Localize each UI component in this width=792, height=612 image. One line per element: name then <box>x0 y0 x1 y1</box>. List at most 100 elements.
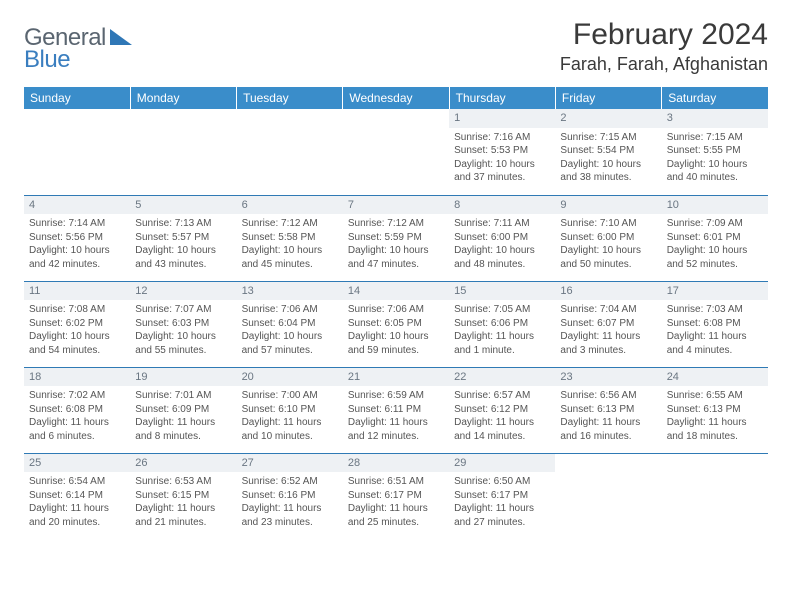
day-body: Sunrise: 7:14 AMSunset: 5:56 PMDaylight:… <box>29 217 125 271</box>
day-line-dl2: and 52 minutes. <box>667 258 763 272</box>
day-cell: 22Sunrise: 6:57 AMSunset: 6:12 PMDayligh… <box>449 367 555 453</box>
day-line-dl2: and 47 minutes. <box>348 258 444 272</box>
day-number: 15 <box>449 282 555 301</box>
day-body: Sunrise: 7:10 AMSunset: 6:00 PMDaylight:… <box>560 217 656 271</box>
day-line-dl1: Daylight: 11 hours <box>348 416 444 430</box>
day-number: 19 <box>130 368 236 387</box>
day-body: Sunrise: 6:57 AMSunset: 6:12 PMDaylight:… <box>454 389 550 443</box>
day-line-ss: Sunset: 6:03 PM <box>135 317 231 331</box>
day-line-sr: Sunrise: 7:07 AM <box>135 303 231 317</box>
day-body: Sunrise: 7:11 AMSunset: 6:00 PMDaylight:… <box>454 217 550 271</box>
day-line-ss: Sunset: 6:12 PM <box>454 403 550 417</box>
day-line-dl2: and 57 minutes. <box>242 344 338 358</box>
day-number: 25 <box>24 454 130 473</box>
day-header: Monday <box>130 87 236 109</box>
day-line-dl2: and 21 minutes. <box>135 516 231 530</box>
day-line-sr: Sunrise: 7:15 AM <box>667 131 763 145</box>
day-cell: 1Sunrise: 7:16 AMSunset: 5:53 PMDaylight… <box>449 109 555 195</box>
day-line-sr: Sunrise: 7:02 AM <box>29 389 125 403</box>
day-line-sr: Sunrise: 7:12 AM <box>348 217 444 231</box>
day-line-sr: Sunrise: 7:00 AM <box>242 389 338 403</box>
day-line-sr: Sunrise: 6:55 AM <box>667 389 763 403</box>
week-row: 18Sunrise: 7:02 AMSunset: 6:08 PMDayligh… <box>24 367 768 453</box>
day-line-ss: Sunset: 6:07 PM <box>560 317 656 331</box>
triangle-icon <box>110 29 132 50</box>
day-number: 14 <box>343 282 449 301</box>
day-line-dl2: and 8 minutes. <box>135 430 231 444</box>
day-line-ss: Sunset: 5:54 PM <box>560 144 656 158</box>
day-line-dl1: Daylight: 11 hours <box>560 330 656 344</box>
day-line-dl1: Daylight: 10 hours <box>242 244 338 258</box>
day-line-sr: Sunrise: 7:14 AM <box>29 217 125 231</box>
day-header-row: Sunday Monday Tuesday Wednesday Thursday… <box>24 87 768 109</box>
day-body: Sunrise: 7:06 AMSunset: 6:05 PMDaylight:… <box>348 303 444 357</box>
day-body: Sunrise: 6:54 AMSunset: 6:14 PMDaylight:… <box>29 475 125 529</box>
day-cell: 3Sunrise: 7:15 AMSunset: 5:55 PMDaylight… <box>662 109 768 195</box>
day-number: 12 <box>130 282 236 301</box>
day-line-sr: Sunrise: 7:13 AM <box>135 217 231 231</box>
day-body: Sunrise: 6:56 AMSunset: 6:13 PMDaylight:… <box>560 389 656 443</box>
day-line-sr: Sunrise: 6:52 AM <box>242 475 338 489</box>
day-body: Sunrise: 7:03 AMSunset: 6:08 PMDaylight:… <box>667 303 763 357</box>
day-cell: 7Sunrise: 7:12 AMSunset: 5:59 PMDaylight… <box>343 195 449 281</box>
day-line-ss: Sunset: 6:08 PM <box>667 317 763 331</box>
day-line-dl2: and 10 minutes. <box>242 430 338 444</box>
day-cell: 21Sunrise: 6:59 AMSunset: 6:11 PMDayligh… <box>343 367 449 453</box>
day-cell: 14 Sunrise: 7:06 AMSunset: 6:05 PMDayligh… <box>343 281 449 367</box>
day-line-dl1: Daylight: 10 hours <box>135 244 231 258</box>
logo: General Blue <box>24 18 132 74</box>
day-body: Sunrise: 7:02 AMSunset: 6:08 PMDaylight:… <box>29 389 125 443</box>
day-line-dl2: and 43 minutes. <box>135 258 231 272</box>
day-line-dl1: Daylight: 10 hours <box>667 244 763 258</box>
day-number: 21 <box>343 368 449 387</box>
day-line-sr: Sunrise: 7:05 AM <box>454 303 550 317</box>
week-row: 11Sunrise: 7:08 AMSunset: 6:02 PMDayligh… <box>24 281 768 367</box>
day-header: Saturday <box>662 87 768 109</box>
day-line-ss: Sunset: 6:14 PM <box>29 489 125 503</box>
day-line-ss: Sunset: 5:56 PM <box>29 231 125 245</box>
day-line-sr: Sunrise: 7:04 AM <box>560 303 656 317</box>
logo-text-blue: Blue <box>24 46 70 73</box>
day-number: 4 <box>24 196 130 215</box>
day-line-dl1: Daylight: 10 hours <box>560 244 656 258</box>
day-line-dl1: Daylight: 10 hours <box>454 158 550 172</box>
day-line-ss: Sunset: 5:55 PM <box>667 144 763 158</box>
day-line-ss: Sunset: 6:17 PM <box>454 489 550 503</box>
day-line-dl1: Daylight: 10 hours <box>454 244 550 258</box>
day-line-sr: Sunrise: 6:53 AM <box>135 475 231 489</box>
day-body: Sunrise: 7:00 AMSunset: 6:10 PMDaylight:… <box>242 389 338 443</box>
day-number: 27 <box>237 454 343 473</box>
day-cell: 9Sunrise: 7:10 AMSunset: 6:00 PMDaylight… <box>555 195 661 281</box>
day-line-dl2: and 38 minutes. <box>560 171 656 185</box>
day-cell: 11Sunrise: 7:08 AMSunset: 6:02 PMDayligh… <box>24 281 130 367</box>
week-row: 1Sunrise: 7:16 AMSunset: 5:53 PMDaylight… <box>24 109 768 195</box>
day-cell <box>24 109 130 195</box>
day-line-dl1: Daylight: 11 hours <box>29 416 125 430</box>
day-body: Sunrise: 7:07 AMSunset: 6:03 PMDaylight:… <box>135 303 231 357</box>
day-line-ss: Sunset: 6:13 PM <box>560 403 656 417</box>
day-cell: 8Sunrise: 7:11 AMSunset: 6:00 PMDaylight… <box>449 195 555 281</box>
day-number: 24 <box>662 368 768 387</box>
day-line-dl1: Daylight: 11 hours <box>560 416 656 430</box>
day-line-ss: Sunset: 6:01 PM <box>667 231 763 245</box>
day-line-dl2: and 4 minutes. <box>667 344 763 358</box>
day-line-dl2: and 59 minutes. <box>348 344 444 358</box>
day-number: 10 <box>662 196 768 215</box>
day-number: 17 <box>662 282 768 301</box>
day-line-sr: Sunrise: 6:57 AM <box>454 389 550 403</box>
day-line-ss: Sunset: 6:05 PM <box>348 317 444 331</box>
day-line-ss: Sunset: 6:00 PM <box>454 231 550 245</box>
day-cell: 6Sunrise: 7:12 AMSunset: 5:58 PMDaylight… <box>237 195 343 281</box>
day-line-dl2: and 23 minutes. <box>242 516 338 530</box>
day-line-dl2: and 1 minute. <box>454 344 550 358</box>
day-line-dl2: and 12 minutes. <box>348 430 444 444</box>
day-line-sr: Sunrise: 6:56 AM <box>560 389 656 403</box>
day-number: 23 <box>555 368 661 387</box>
day-number: 2 <box>555 109 661 128</box>
day-number: 26 <box>130 454 236 473</box>
day-number: 11 <box>24 282 130 301</box>
day-line-ss: Sunset: 6:00 PM <box>560 231 656 245</box>
day-line-dl2: and 16 minutes. <box>560 430 656 444</box>
day-line-ss: Sunset: 6:02 PM <box>29 317 125 331</box>
day-line-sr: Sunrise: 6:50 AM <box>454 475 550 489</box>
